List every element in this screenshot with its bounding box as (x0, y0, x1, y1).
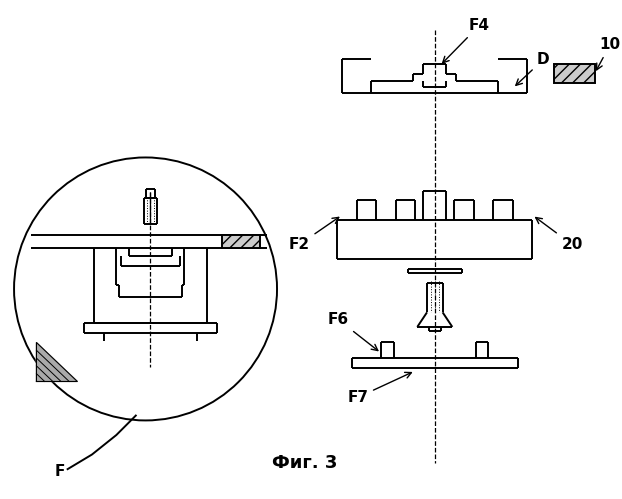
Text: D: D (516, 52, 550, 85)
Text: 20: 20 (536, 218, 583, 252)
Text: F4: F4 (443, 18, 490, 63)
Text: F6: F6 (328, 312, 378, 351)
Text: 10: 10 (596, 37, 621, 70)
Bar (221, 236, 261, 248)
Text: F: F (55, 464, 65, 479)
Text: Фиг. 3: Фиг. 3 (272, 454, 337, 472)
Text: F7: F7 (347, 372, 411, 405)
Text: F2: F2 (289, 218, 339, 252)
Bar (554, 64, 595, 83)
Polygon shape (37, 342, 77, 381)
